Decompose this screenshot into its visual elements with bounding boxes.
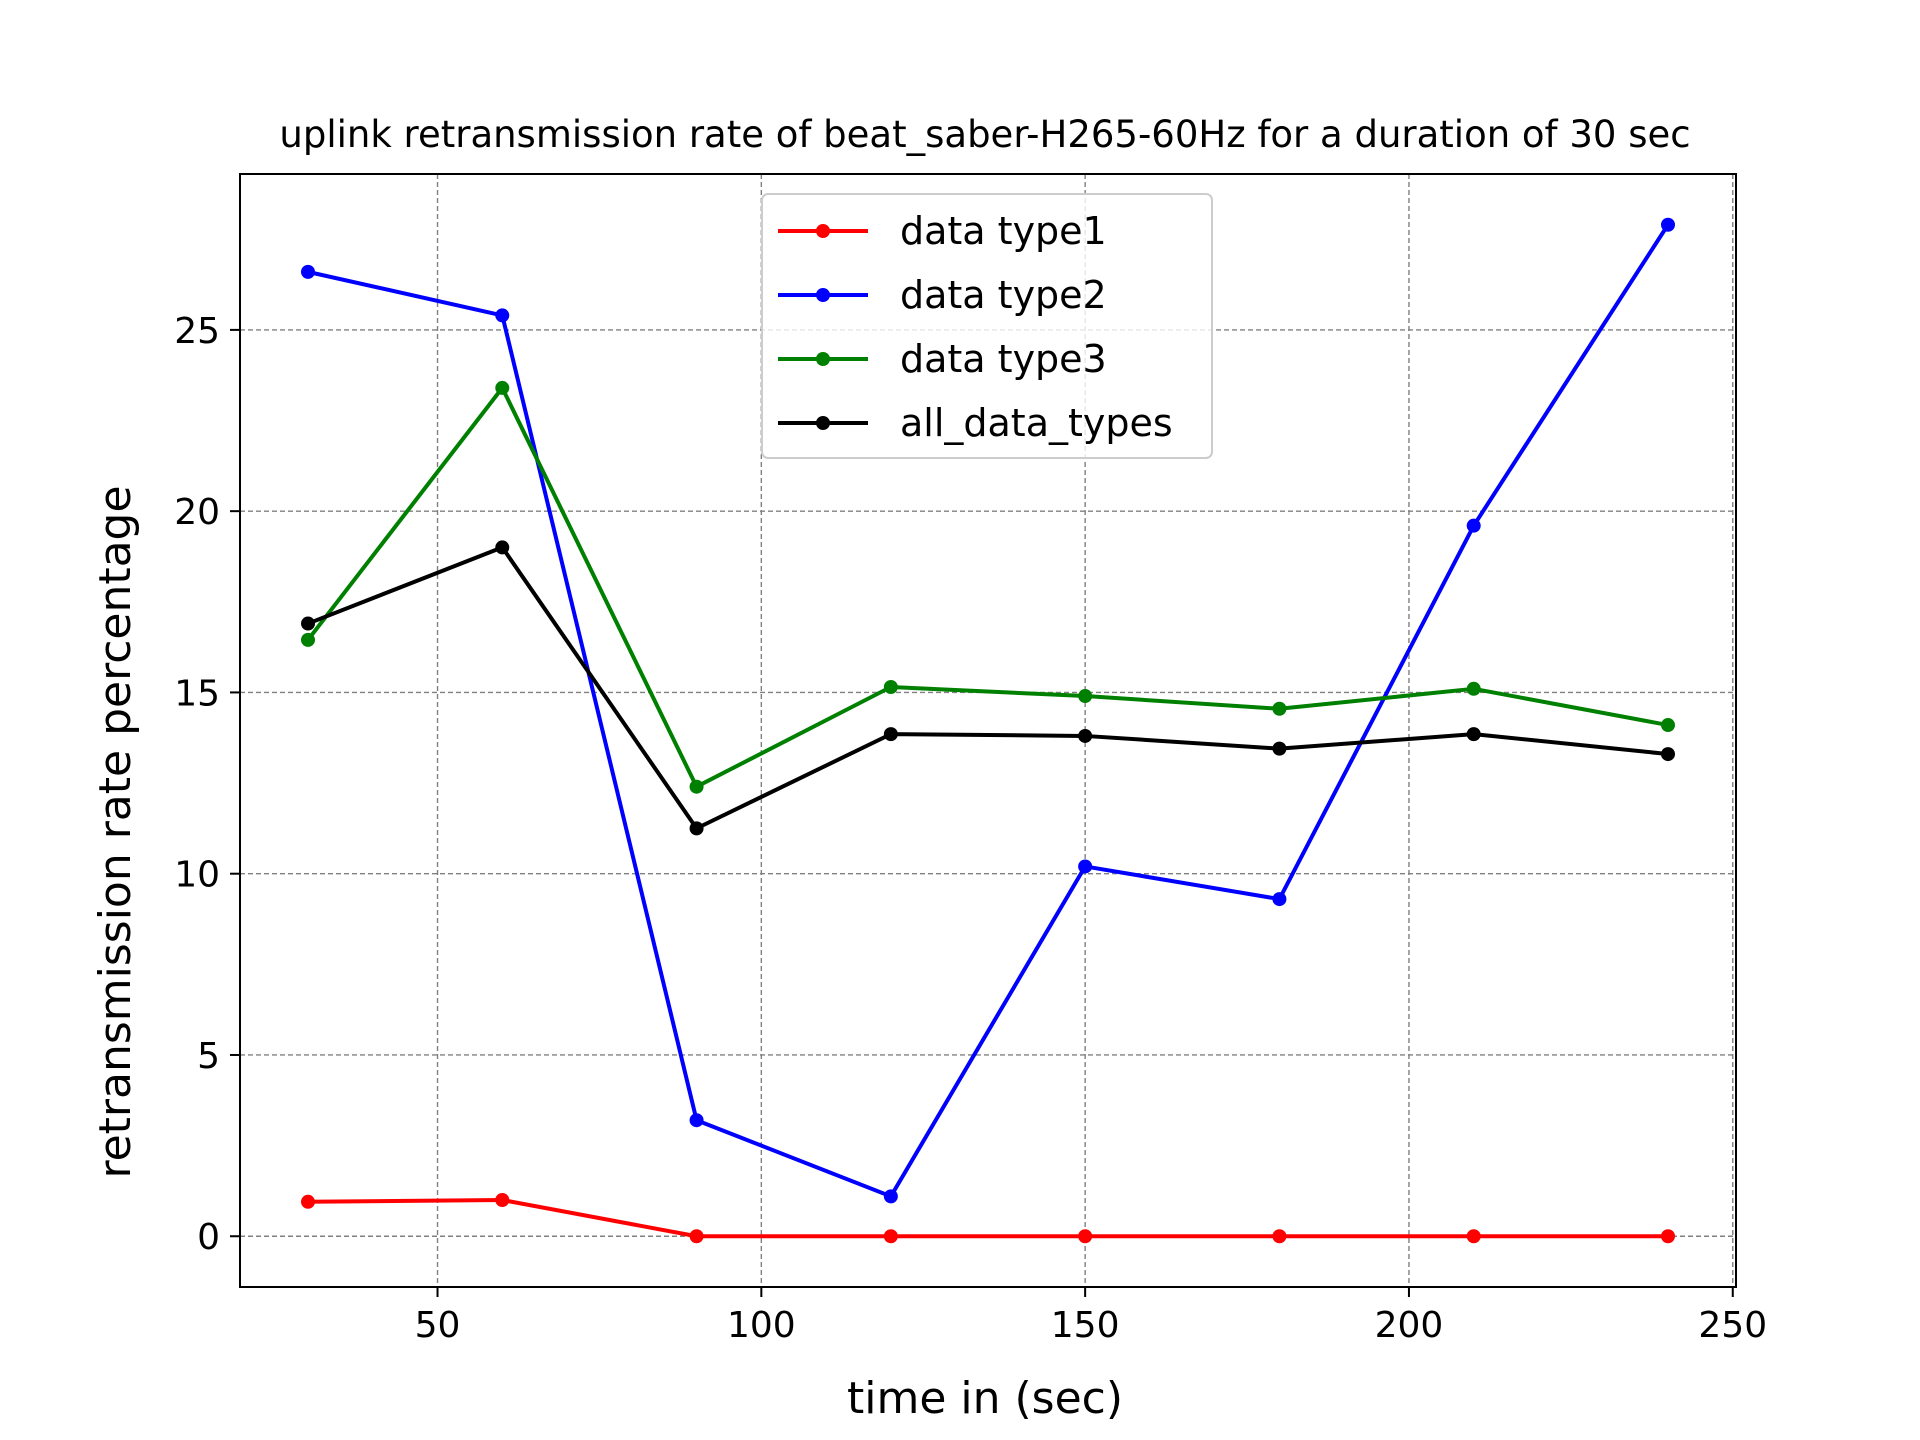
data-point (1078, 728, 1093, 743)
data-point (1078, 859, 1093, 874)
series-line (307, 545, 1669, 831)
x-tick-label: 200 (1375, 1305, 1444, 1346)
legend: data type1 data type2 data type3 all_data_t… (761, 193, 1213, 459)
data-point (495, 308, 510, 323)
data-point (1661, 718, 1675, 733)
data-point (1466, 1229, 1481, 1244)
data-point (1661, 217, 1675, 232)
legend-marker (816, 352, 830, 366)
data-point (1466, 518, 1481, 533)
legend-item: data type2 (778, 273, 1107, 317)
data-point (689, 821, 704, 836)
legend-item: all_data_types (778, 401, 1173, 445)
data-point (1272, 892, 1287, 907)
data-point (883, 727, 898, 742)
x-axis-label: time in (sec) (847, 1373, 1123, 1424)
series-3 (301, 380, 1675, 794)
data-point (1661, 747, 1675, 762)
series-2 (301, 217, 1675, 1204)
series-line (306, 385, 1669, 789)
data-point (495, 380, 510, 395)
data-point (1078, 1229, 1093, 1244)
data-point (1272, 1229, 1287, 1244)
y-tick-label: 5 (197, 1036, 220, 1077)
legend-box (761, 193, 1213, 459)
plot-frame (239, 173, 1737, 1288)
data-point (1466, 681, 1481, 696)
data-point (1272, 701, 1287, 716)
chart-title: uplink retransmission rate of beat_saber… (279, 113, 1690, 156)
data-point (883, 1229, 898, 1244)
y-tick-label: 15 (174, 673, 220, 714)
data-point (301, 264, 315, 279)
legend-marker (816, 416, 830, 430)
series-1 (301, 1192, 1675, 1244)
data-point (1272, 741, 1287, 756)
data-point (1078, 689, 1093, 704)
data-point (883, 1189, 898, 1204)
y-tick-label: 10 (174, 855, 220, 896)
x-axis-ticks: 50 100 150 200 250 (415, 1287, 1767, 1346)
data-point (1466, 727, 1481, 742)
legend-label: data type2 (900, 273, 1107, 317)
data-point (1661, 1229, 1675, 1244)
data-point (301, 616, 315, 631)
y-tick-label: 0 (197, 1217, 220, 1258)
series-4 (301, 540, 1675, 836)
legend-marker (816, 288, 830, 302)
series-group (301, 217, 1675, 1244)
legend-marker (816, 224, 830, 238)
data-point (495, 540, 510, 555)
y-tick-label: 25 (174, 311, 220, 352)
x-tick-label: 250 (1698, 1305, 1767, 1346)
data-point (883, 679, 898, 694)
data-point (301, 1194, 315, 1209)
x-tick-label: 100 (727, 1305, 796, 1346)
data-point (689, 779, 704, 794)
series-line (307, 1197, 1668, 1239)
x-tick-label: 150 (1051, 1305, 1120, 1346)
data-point (495, 1192, 510, 1207)
y-axis-ticks: 0 5 10 15 20 25 (174, 311, 240, 1258)
data-point (689, 1113, 704, 1128)
y-tick-label: 20 (174, 492, 220, 533)
legend-item: data type3 (778, 337, 1107, 381)
series-line (307, 223, 1670, 1199)
y-axis-label: retransmission rate percentage (90, 485, 141, 1178)
legend-label: all_data_types (900, 401, 1173, 445)
legend-item: data type1 (778, 209, 1107, 253)
x-tick-label: 50 (415, 1305, 461, 1346)
legend-label: data type1 (900, 209, 1107, 253)
data-point (301, 632, 315, 647)
legend-label: data type3 (900, 337, 1107, 381)
data-point (689, 1229, 704, 1244)
